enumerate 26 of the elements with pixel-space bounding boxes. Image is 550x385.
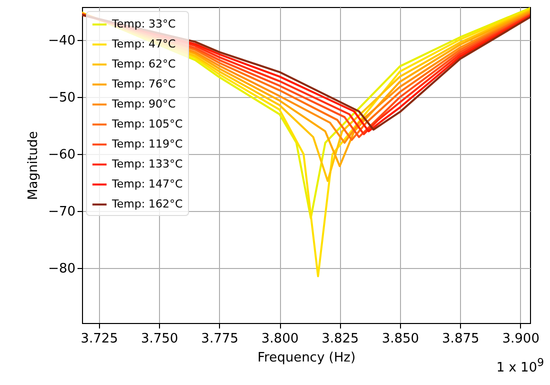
x-tick-label: 3.775 [201, 332, 238, 346]
legend-label: Temp: 147°C [111, 178, 184, 190]
legend-label: Temp: 62°C [111, 58, 176, 70]
legend-label: Temp: 76°C [111, 78, 176, 90]
x-tick-label: 3.800 [261, 332, 299, 346]
x-tick-label: 3.750 [140, 332, 178, 346]
y-tick-label: −40 [48, 34, 76, 49]
y-tick-label: −80 [48, 262, 76, 277]
legend-label: Temp: 119°C [111, 138, 184, 150]
x-tick-label: 3.850 [382, 332, 420, 346]
x-tick-label: 3.875 [442, 332, 480, 346]
y-tick-label: −70 [48, 204, 76, 220]
y-axis-title: Magnitude [26, 131, 42, 200]
y-tick-label: −50 [48, 90, 76, 106]
legend-label: Temp: 162°C [111, 198, 184, 210]
legend-label: Temp: 133°C [111, 158, 184, 170]
legend-label: Temp: 90°C [111, 98, 176, 110]
y-tick-label: −60 [48, 148, 76, 163]
legend-label: Temp: 47°C [111, 38, 176, 50]
x-tick-label: 3.725 [80, 332, 118, 346]
x-tick-label: 3.900 [502, 332, 540, 346]
x-axis-title: Frequency (Hz) [257, 350, 356, 366]
x-tick-label: 3.825 [322, 332, 359, 346]
text: 1 x 10$^{9}$ [496, 356, 544, 376]
legend-label: Temp: 105°C [111, 118, 184, 130]
legend-label: Temp: 33°C [111, 18, 176, 30]
